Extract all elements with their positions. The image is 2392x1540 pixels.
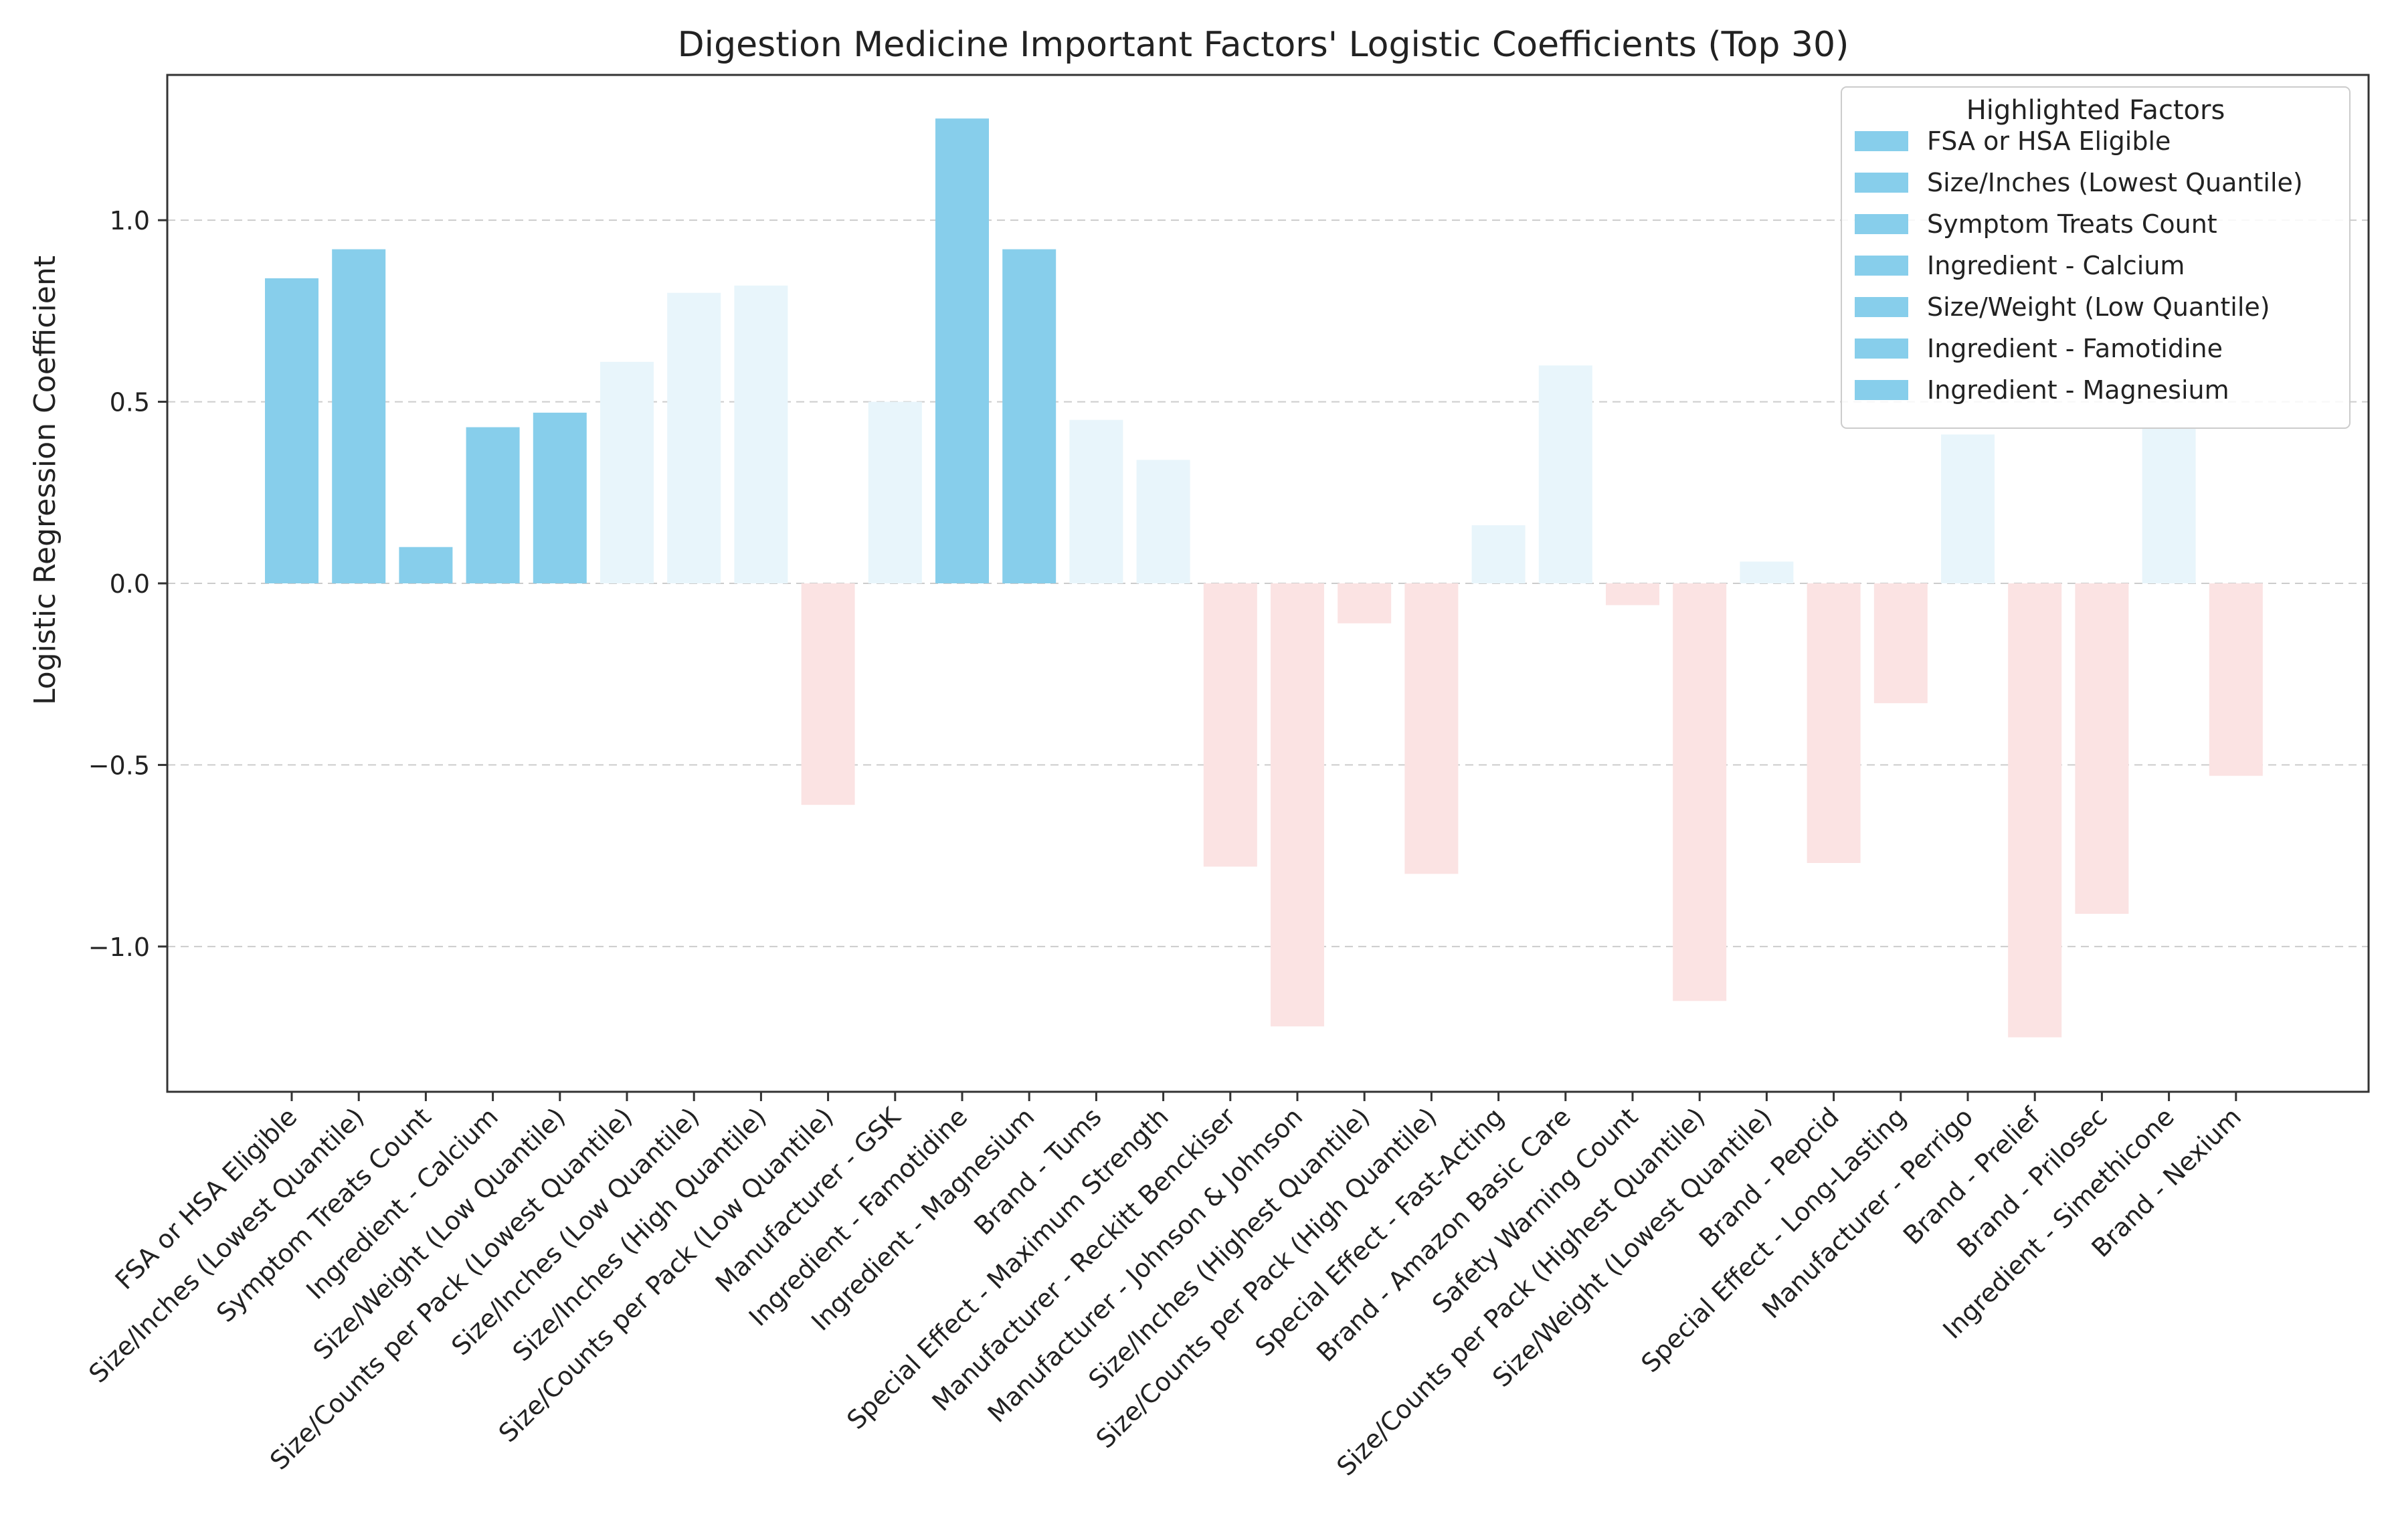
legend-title: Highlighted Factors <box>1966 95 2225 126</box>
y-tick-label: −1.0 <box>88 933 150 962</box>
bar <box>1136 460 1190 583</box>
legend-items: FSA or HSA Eligible Size/Inches (Lowest Q… <box>1855 126 2303 405</box>
y-tick-label: −0.5 <box>88 751 150 780</box>
legend-label: Ingredient - Magnesium <box>1927 375 2229 405</box>
bar <box>1203 583 1257 867</box>
bar <box>2209 583 2263 776</box>
legend-label: Size/Inches (Lowest Quantile) <box>1927 168 2303 197</box>
bar <box>1807 583 1861 863</box>
legend-swatch <box>1855 339 1908 359</box>
bar <box>1471 525 1526 583</box>
legend-label: FSA or HSA Eligible <box>1927 126 2171 156</box>
legend-box <box>1841 86 2351 429</box>
bar <box>935 118 989 584</box>
bar <box>1002 249 1056 583</box>
bar <box>1941 434 1995 583</box>
legend-swatch <box>1855 297 1908 317</box>
bar <box>868 401 922 583</box>
legend-label: Size/Weight (Low Quantile) <box>1927 292 2270 322</box>
chart-title: Digestion Medicine Important Factors' Lo… <box>678 25 1849 65</box>
bar <box>2075 583 2129 914</box>
legend-label: Symptom Treats Count <box>1927 209 2217 239</box>
legend-swatch <box>1855 131 1908 151</box>
bar <box>1873 583 1928 704</box>
bar <box>265 278 318 583</box>
bar <box>1606 583 1659 605</box>
bar <box>466 427 520 583</box>
y-axis-ticks: 1.0 0.5 0.0 −0.5 −1.0 <box>88 206 167 962</box>
bar <box>600 361 654 583</box>
legend-swatch <box>1855 214 1908 234</box>
y-tick-label: 0.5 <box>110 388 150 417</box>
legend-swatch <box>1855 256 1908 276</box>
bar <box>801 583 855 805</box>
bar <box>734 285 788 583</box>
plot-frame <box>166 74 2370 1093</box>
bar <box>399 547 453 583</box>
y-tick-label: 1.0 <box>110 206 150 235</box>
bar <box>1338 583 1392 623</box>
legend-label: Ingredient - Famotidine <box>1927 334 2223 363</box>
bars <box>265 118 2263 1038</box>
legend-label: Ingredient - Calcium <box>1927 251 2185 280</box>
y-tick-label: 0.0 <box>110 569 150 599</box>
legend-swatch <box>1855 380 1908 400</box>
bar <box>1404 583 1459 874</box>
bar <box>667 292 721 583</box>
bar <box>1069 419 1123 583</box>
bar <box>1538 365 1592 583</box>
y-axis-label: Logistic Regression Coefficient <box>28 256 62 705</box>
bar <box>533 412 587 583</box>
bar <box>2142 427 2196 583</box>
bar <box>1271 583 1324 1027</box>
bar <box>1673 583 1727 1001</box>
legend-swatch <box>1855 173 1908 193</box>
bar <box>332 249 386 583</box>
bar <box>1740 561 1794 583</box>
bar <box>2008 583 2062 1038</box>
legend: Highlighted Factors FSA or HSA Eligible S… <box>1841 86 2351 429</box>
